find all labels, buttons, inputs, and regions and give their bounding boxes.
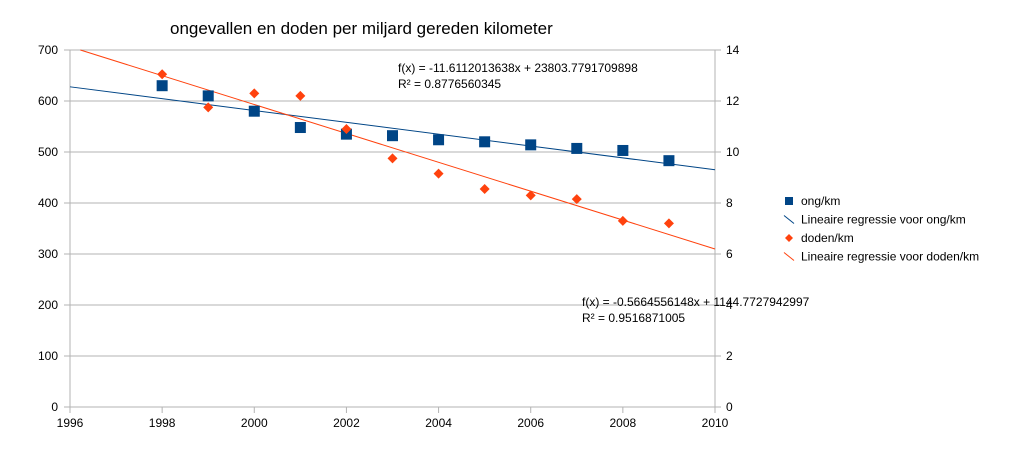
legend: ong/km Lineaire regressie voor ong/km dode…: [783, 194, 979, 264]
regression-r2: R² = 0.9516871005: [582, 311, 685, 325]
x-tick-label: 1998: [149, 416, 176, 430]
point-ong-km: [663, 155, 675, 167]
point-doden-km: [571, 194, 582, 205]
regression-equation: f(x) = -11.6112013638x + 23803.779170989…: [398, 61, 638, 75]
legend-label: Lineaire regressie voor doden/km: [801, 250, 979, 264]
legend-marker: [785, 197, 793, 205]
point-ong-km: [294, 122, 306, 134]
x-tick-label: 2004: [425, 416, 452, 430]
x-tick-label: 1996: [57, 416, 84, 430]
grid-lines: [70, 49, 715, 408]
y2-tick-label: 14: [726, 43, 740, 57]
legend-label: ong/km: [801, 194, 840, 208]
point-doden-km: [525, 190, 536, 201]
trendlines: [69, 49, 716, 250]
legend-marker: [783, 252, 795, 261]
point-ong-km: [340, 128, 352, 140]
x-tick-label: 2008: [610, 416, 637, 430]
point-doden-km: [249, 88, 260, 99]
x-tick-label: 2000: [241, 416, 268, 430]
point-ong-km: [156, 80, 168, 92]
point-doden-km: [295, 90, 306, 101]
point-doden-km: [617, 215, 628, 226]
legend-marker: [785, 234, 793, 242]
point-doden-km: [203, 102, 214, 113]
y2-tick-label: 8: [726, 196, 733, 210]
legend-trend-ong: Lineaire regressie voor ong/km: [783, 213, 966, 227]
y-tick-label: 600: [38, 94, 58, 108]
y2-tick-label: 4: [726, 298, 733, 312]
legend-marker: [783, 215, 795, 224]
x-tick-label: 2006: [517, 416, 544, 430]
point-doden-km: [387, 153, 398, 164]
legend-label: Lineaire regressie voor ong/km: [801, 213, 966, 227]
point-doden-km: [663, 218, 674, 229]
point-ong-km: [202, 90, 214, 102]
point-ong-km: [525, 139, 537, 151]
point-doden-km: [479, 183, 490, 194]
y-tick-label: 300: [38, 247, 58, 261]
y2-tick-label: 2: [726, 349, 733, 363]
point-doden-km: [157, 69, 168, 80]
y-tick-label: 100: [38, 349, 58, 363]
axes: 0 100 200 300 400 500 600 700 0 2 4 6 8 10 12 14 1996 199…: [38, 43, 740, 430]
point-ong-km: [479, 136, 491, 148]
y-tick-label: 0: [51, 400, 58, 414]
point-ong-km: [571, 142, 583, 154]
point-ong-km: [433, 134, 445, 146]
legend-label: doden/km: [801, 231, 854, 245]
point-ong-km: [387, 130, 398, 142]
point-doden-km: [433, 168, 444, 179]
y-tick-label: 500: [38, 145, 58, 159]
y2-tick-label: 12: [726, 94, 740, 108]
point-doden-km: [341, 124, 352, 135]
chart-title: ongevallen en doden per miljard gereden …: [170, 19, 553, 38]
legend-trend-doden: Lineaire regressie voor doden/km: [783, 250, 979, 264]
regression-equations: f(x) = -11.6112013638x + 23803.779170989…: [398, 61, 810, 325]
y2-tick-label: 6: [726, 247, 733, 261]
legend-ong-km: ong/km: [785, 194, 840, 208]
legend-doden-km: doden/km: [785, 231, 854, 245]
data-points: [156, 69, 675, 229]
y-tick-label: 400: [38, 196, 58, 210]
regression-r2: R² = 0.8776560345: [398, 77, 501, 91]
trendline-ong: [69, 86, 716, 171]
x-tick-label: 2010: [702, 416, 729, 430]
x-tick-label: 2002: [333, 416, 360, 430]
point-ong-km: [617, 144, 629, 156]
y2-tick-label: 10: [726, 145, 740, 159]
y-tick-label: 200: [38, 298, 58, 312]
y-tick-label: 700: [38, 43, 58, 57]
regression-equation: f(x) = -0.5664556148x + 1144.7727942997: [582, 295, 810, 309]
trendline-doden: [80, 49, 716, 250]
y2-tick-label: 0: [726, 400, 733, 414]
point-ong-km: [248, 105, 260, 117]
